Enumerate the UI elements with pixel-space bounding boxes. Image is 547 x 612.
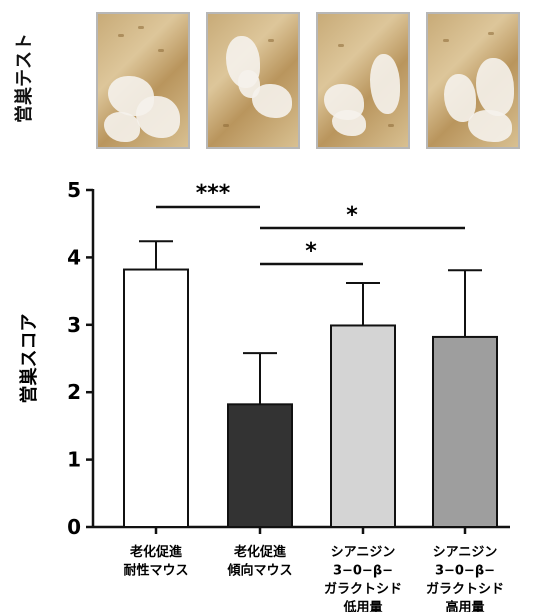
bar	[123, 268, 189, 528]
nest-photo-2	[206, 12, 300, 149]
x-tick-label: 高用量	[445, 600, 484, 612]
x-tick-label: ガラクトシド	[426, 582, 504, 597]
nest-test-label: 営巣テスト	[14, 33, 35, 123]
nest-photo-1	[96, 12, 190, 149]
x-tick-label: シアニジン	[433, 545, 498, 560]
y-tick-label: 5	[67, 178, 81, 202]
significance-label: ***	[196, 181, 231, 206]
photo-panel-label: 営巣テスト	[6, 18, 40, 138]
bar	[227, 403, 293, 528]
significance-label: *	[346, 203, 358, 228]
nest-photo-4	[426, 12, 520, 149]
significance-label: *	[305, 239, 317, 264]
bar	[432, 335, 498, 528]
y-tick-label: 0	[67, 515, 81, 539]
x-tick-label: 老化促進	[233, 544, 286, 560]
y-axis-label: 営巣スコア	[18, 314, 40, 404]
x-tick-label: 3−0−β−	[435, 564, 495, 579]
x-tick-label: 老化促進	[129, 544, 182, 560]
y-tick-label: 2	[67, 380, 81, 404]
x-tick-label: 3−0−β−	[333, 564, 393, 579]
x-tick-label: 耐性マウス	[123, 563, 188, 579]
y-tick-label: 3	[67, 313, 81, 337]
nest-photo-3	[316, 12, 410, 149]
bar	[330, 324, 396, 528]
x-tick-label: ガラクトシド	[324, 582, 402, 597]
x-tick-label: 傾向マウス	[226, 563, 292, 579]
x-tick-label: シアニジン	[331, 545, 396, 560]
y-tick-label: 4	[67, 245, 81, 269]
x-tick-label: 低用量	[342, 600, 382, 612]
y-tick-label: 1	[67, 448, 81, 472]
